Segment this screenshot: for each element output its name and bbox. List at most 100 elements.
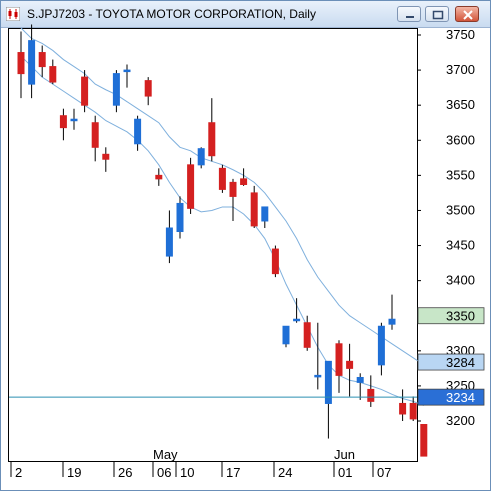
- candle[interactable]: [388, 294, 396, 330]
- candle[interactable]: [250, 185, 258, 228]
- x-tick-label: 06: [157, 465, 171, 480]
- candle[interactable]: [367, 375, 375, 407]
- candle-body: [59, 115, 67, 129]
- month-label: May: [153, 447, 178, 462]
- candle[interactable]: [144, 77, 152, 106]
- candle[interactable]: [314, 322, 322, 390]
- candle-body: [240, 178, 248, 185]
- candle-body: [250, 192, 258, 227]
- candle-body: [123, 69, 131, 73]
- candle[interactable]: [261, 206, 269, 228]
- candle[interactable]: [17, 31, 25, 99]
- candle[interactable]: [420, 424, 428, 457]
- candle[interactable]: [282, 325, 290, 348]
- candle[interactable]: [197, 147, 205, 169]
- maximize-icon: [432, 10, 444, 20]
- candle[interactable]: [335, 340, 343, 393]
- y-tick-label: 3450: [446, 238, 475, 253]
- price-label-box: [417, 353, 485, 371]
- x-axis: 2 19 26 06 10 17 24 01 07 May Jun: [10, 447, 391, 480]
- candle[interactable]: [240, 168, 248, 186]
- candle-body: [399, 402, 407, 415]
- candle-body: [409, 402, 417, 420]
- close-button[interactable]: [455, 6, 479, 22]
- x-tick-label: 24: [278, 465, 292, 480]
- candle[interactable]: [38, 45, 46, 78]
- candle-body: [70, 118, 78, 122]
- candle-body: [293, 318, 301, 322]
- candle[interactable]: [123, 64, 131, 88]
- candle[interactable]: [187, 157, 195, 214]
- candle-body: [324, 360, 332, 404]
- candle[interactable]: [271, 245, 279, 278]
- candle-body: [197, 148, 205, 166]
- candle[interactable]: [356, 373, 364, 400]
- y-tick-label: 3500: [446, 202, 475, 217]
- price-label: 3234: [446, 390, 475, 405]
- candle-body: [388, 318, 396, 325]
- candle[interactable]: [59, 108, 67, 141]
- candle[interactable]: [324, 360, 332, 439]
- candle-body: [271, 248, 279, 275]
- candle[interactable]: [293, 298, 301, 323]
- candle[interactable]: [303, 315, 311, 351]
- candle[interactable]: [176, 196, 184, 239]
- candle[interactable]: [81, 70, 89, 113]
- candle-body: [420, 424, 428, 457]
- candle[interactable]: [346, 343, 354, 397]
- candle-body: [377, 325, 385, 366]
- ma-lower-line: [20, 55, 424, 407]
- candle-body: [367, 388, 375, 402]
- candle-body: [261, 206, 269, 222]
- candle[interactable]: [165, 210, 173, 264]
- price-label: 3350: [446, 309, 475, 324]
- candle[interactable]: [70, 108, 78, 130]
- candle-body: [144, 80, 152, 97]
- candle[interactable]: [377, 322, 385, 376]
- candle[interactable]: [218, 164, 226, 193]
- candle[interactable]: [229, 178, 237, 221]
- candle[interactable]: [112, 70, 120, 113]
- candle-body: [282, 325, 290, 345]
- y-tick-label: 3650: [446, 97, 475, 112]
- y-tick-label: 3200: [446, 413, 475, 428]
- candle-body: [229, 181, 237, 197]
- candle-body: [218, 167, 226, 190]
- candle-body: [314, 374, 322, 378]
- candle-body: [134, 118, 142, 145]
- minimize-button[interactable]: [397, 6, 421, 22]
- candle-body: [208, 122, 216, 157]
- x-tick-label: 07: [377, 465, 391, 480]
- candle[interactable]: [155, 168, 163, 186]
- y-tick-label: 3400: [446, 273, 475, 288]
- candle[interactable]: [399, 389, 407, 421]
- maximize-button[interactable]: [425, 6, 449, 22]
- title-bar[interactable]: S.JPJ7203 - TOYOTA MOTOR CORPORATION, Da…: [1, 1, 490, 28]
- x-tick-label: 01: [338, 465, 352, 480]
- candle[interactable]: [208, 98, 216, 162]
- candle[interactable]: [28, 24, 36, 99]
- y-tick-label: 3550: [446, 167, 475, 182]
- candles-layer: [17, 24, 428, 457]
- candle-body: [165, 227, 173, 257]
- y-axis: 3750370036503600355035003450340033503300…: [417, 27, 485, 428]
- candle[interactable]: [134, 115, 142, 151]
- candle-body: [112, 73, 120, 106]
- candle-body: [335, 343, 343, 376]
- candle-body: [28, 40, 36, 85]
- candle-body: [81, 76, 89, 106]
- minimize-icon: [406, 16, 414, 18]
- y-tick-label: 3750: [446, 27, 475, 42]
- candle[interactable]: [409, 396, 417, 421]
- close-icon: [463, 10, 473, 20]
- candle[interactable]: [102, 147, 110, 172]
- x-tick-label: 10: [180, 465, 194, 480]
- month-label: Jun: [334, 447, 355, 462]
- candle-body: [176, 202, 184, 233]
- candle-body: [155, 174, 163, 180]
- candle[interactable]: [91, 115, 99, 162]
- candle-body: [38, 52, 46, 68]
- candle-body: [303, 322, 311, 348]
- candle[interactable]: [49, 59, 57, 85]
